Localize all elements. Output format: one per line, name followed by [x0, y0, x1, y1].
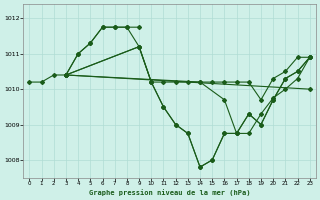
X-axis label: Graphe pression niveau de la mer (hPa): Graphe pression niveau de la mer (hPa)	[89, 189, 250, 196]
